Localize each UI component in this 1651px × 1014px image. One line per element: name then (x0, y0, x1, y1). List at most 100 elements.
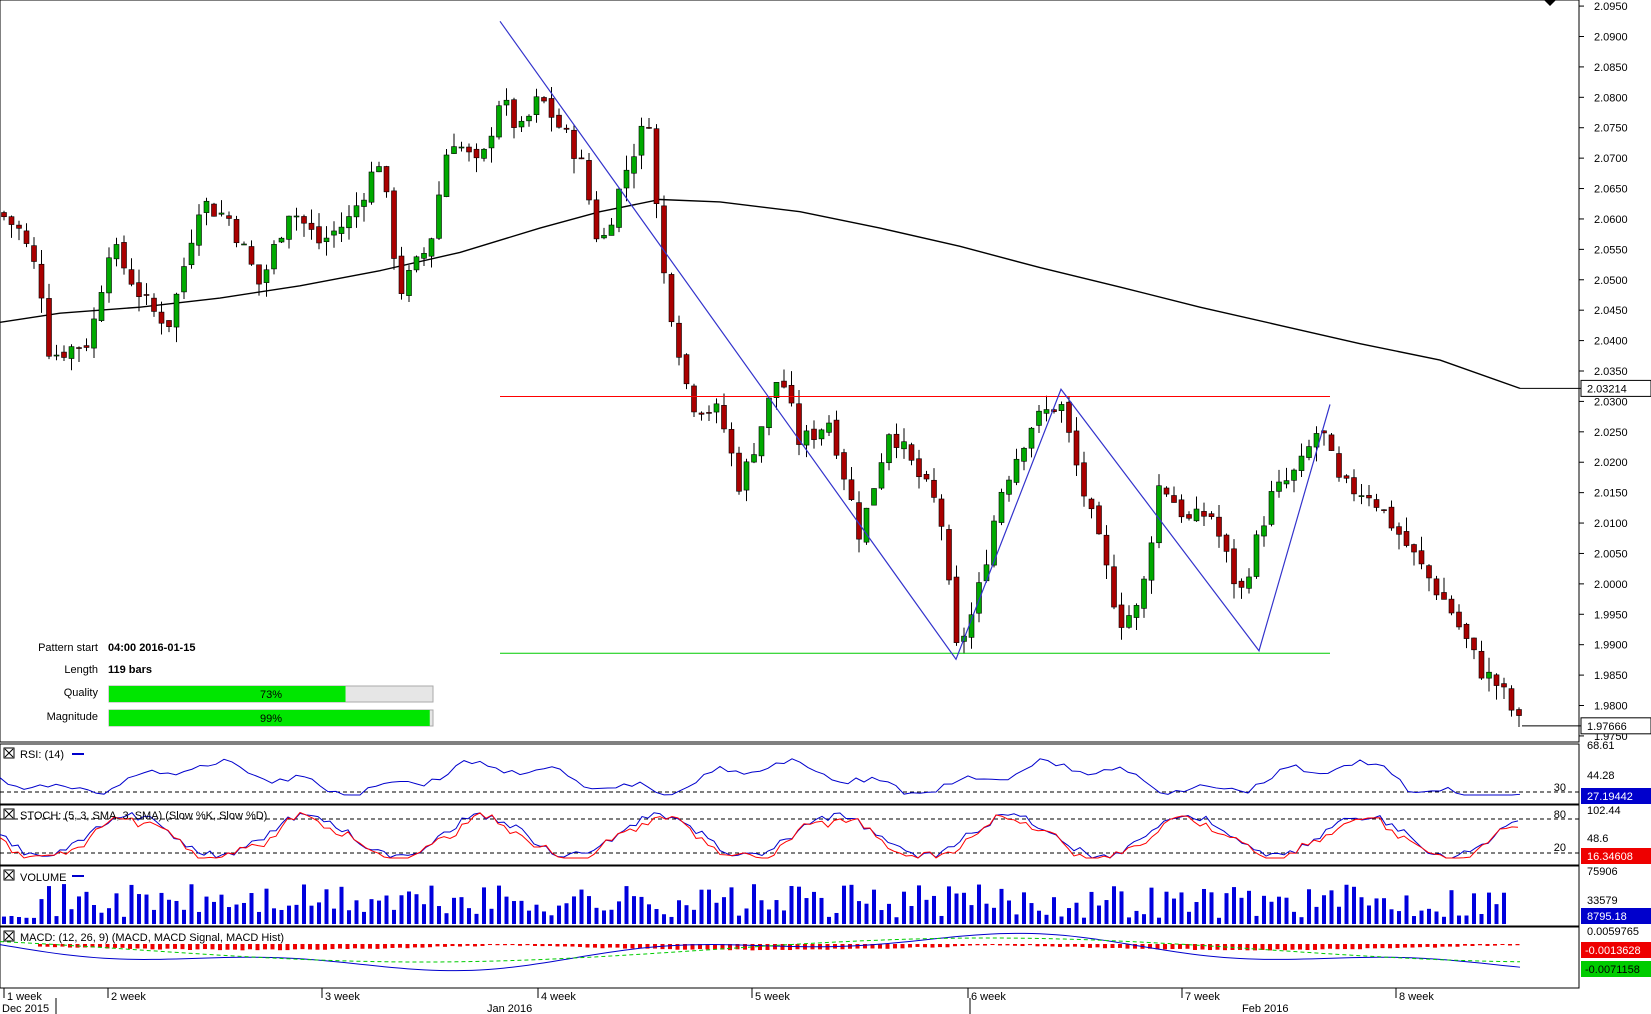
rsi-line (0, 758, 1521, 796)
week-label: 2 week (111, 991, 146, 1003)
volume-bar (1382, 898, 1386, 924)
volume-bar (1007, 900, 1011, 924)
macd-hist-bar (975, 944, 980, 946)
macd-hist-bar (150, 944, 155, 950)
volume-bar (804, 898, 809, 924)
macd-hist-bar (1013, 944, 1017, 946)
macd-hist-bar (1335, 944, 1340, 950)
volume-bar (699, 889, 704, 924)
pattern-start-value: 04:00 2016-01-15 (108, 642, 195, 654)
macd-hist-bar (165, 944, 170, 949)
volume-bar (1299, 917, 1304, 924)
candle-body (211, 203, 217, 217)
volume-bar (1337, 906, 1341, 924)
candlesticks (1, 87, 1522, 727)
macd-hist-bar (593, 944, 597, 948)
macd-hist-bar (878, 944, 882, 949)
volume-bar (797, 886, 801, 924)
volume-bar (1194, 902, 1199, 924)
macd-hist-bar (1020, 944, 1025, 947)
volume-current-value: 8795.18 (1587, 911, 1627, 923)
candle-body (46, 298, 52, 357)
volume-bar (362, 911, 366, 924)
macd-hist-bar (375, 944, 380, 949)
volume-bar (1239, 897, 1244, 924)
volume-bar (99, 912, 104, 924)
macd-hist-bar (293, 944, 297, 950)
volume-bar (249, 893, 254, 924)
candle-body (1366, 495, 1372, 499)
candle-body (818, 429, 825, 440)
macd-hist-bar (923, 944, 927, 948)
candle-body (443, 154, 450, 197)
volume-bar (189, 884, 194, 924)
macd-hist-bar (600, 944, 605, 949)
volume-bar (1089, 891, 1094, 924)
macd-panel: MACD: (12, 26, 9) (MACD, MACD Signal, MA… (0, 926, 1651, 989)
macd-hist-bar (623, 944, 627, 949)
candle-body (188, 242, 195, 266)
volume-bar (684, 905, 689, 924)
price-tick-label: 2.0400 (1594, 336, 1628, 348)
macd-label: MACD: (12, 26, 9) (MACD, MACD Signal, MA… (20, 932, 284, 944)
candle-body (556, 114, 562, 128)
macd-hist-bar (915, 944, 920, 947)
candle-body (106, 257, 112, 294)
macd-hist-bar (1245, 944, 1250, 951)
macd-hist-bar (653, 944, 657, 949)
candle-body (593, 199, 600, 240)
volume-bar (999, 888, 1004, 924)
macd-hist-bar (180, 944, 185, 950)
candle-body (1043, 409, 1050, 414)
price-tick-label: 2.0200 (1594, 457, 1628, 469)
volume-bar (1344, 884, 1349, 924)
macd-hist-bar (1148, 944, 1152, 949)
volume-bar (167, 899, 171, 924)
candle-body (473, 148, 480, 159)
macd-hist-bar (120, 944, 125, 948)
volume-bar (872, 889, 876, 924)
macd-hist-bar (1260, 944, 1265, 950)
week-label: 7 week (1185, 991, 1220, 1003)
macd-hist-bar (435, 944, 440, 947)
scroll-indicator-icon[interactable] (1544, 0, 1556, 6)
volume-bar (984, 903, 989, 924)
candle-body (361, 199, 367, 207)
volume-bar (9, 915, 14, 924)
candle-body (983, 564, 990, 582)
volume-bar (1127, 917, 1131, 924)
macd-hist-bar (1478, 944, 1482, 946)
macd-hist-bar (555, 944, 560, 947)
volume-bar (932, 895, 936, 924)
macd-hist-bar (248, 944, 252, 950)
volume-bar (1314, 906, 1319, 924)
macd-hist-bar (585, 944, 590, 948)
macd-hist-bar (345, 944, 350, 950)
volume-bar (504, 896, 509, 924)
volume-bar (1187, 911, 1191, 924)
volume-bar (542, 911, 546, 924)
macd-hist-bar (1433, 944, 1437, 948)
macd-hist-bar (968, 944, 972, 946)
candle-body (503, 99, 510, 106)
volume-bar (557, 905, 561, 924)
candle-body (953, 576, 960, 643)
volume-bar (1082, 917, 1086, 924)
volume-bar (182, 909, 186, 924)
macd-hist-bar (1110, 944, 1115, 948)
candle-body (376, 166, 382, 173)
volume-bar (474, 913, 479, 924)
macd-hist-bar (1133, 944, 1137, 949)
volume-bar (969, 905, 974, 924)
volume-tick-top: 75906 (1587, 866, 1618, 878)
macd-hist-bar (720, 944, 725, 950)
volume-bar (879, 910, 884, 924)
candle-body (668, 274, 675, 323)
macd-hist-bar (870, 944, 875, 949)
volume-bar (729, 887, 734, 924)
volume-bar (1157, 917, 1161, 924)
week-label: 5 week (755, 991, 790, 1003)
current-price-label: 1.97666 (1587, 721, 1627, 733)
volume-bar (414, 894, 419, 924)
